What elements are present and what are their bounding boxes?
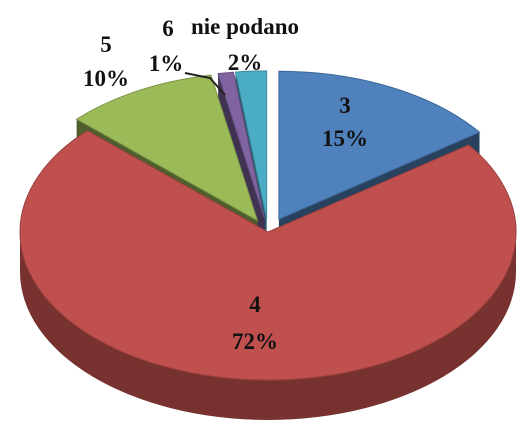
slice-label-3-percent: 15% <box>322 126 368 151</box>
pie-tops <box>19 70 517 381</box>
slice-label-3-category: 3 <box>339 93 351 118</box>
leader-line-6 <box>184 72 226 96</box>
slice-4-top <box>19 130 517 381</box>
slice-label-4-percent: 72% <box>232 329 278 354</box>
slice-label-5-percent: 10% <box>83 66 129 91</box>
slice-label-6-category: 6 <box>162 16 174 41</box>
slice-label-6-percent: 1% <box>149 51 184 76</box>
slice-6-top <box>217 71 266 220</box>
slice-4-side <box>20 232 516 420</box>
leader-lines <box>184 72 226 96</box>
slice-label-4-category: 4 <box>249 292 261 317</box>
slice-nie-podano-top <box>234 70 268 220</box>
slice-3-top <box>278 70 481 220</box>
slice-label-nie-podano-category: nie podano <box>191 14 299 39</box>
slice-label-5-category: 5 <box>100 32 112 57</box>
slice-label-nie-podano-percent: 2% <box>228 50 263 75</box>
pie-labels: 3 15% 4 72% 5 10% 6 1% nie podano 2% <box>83 14 368 354</box>
